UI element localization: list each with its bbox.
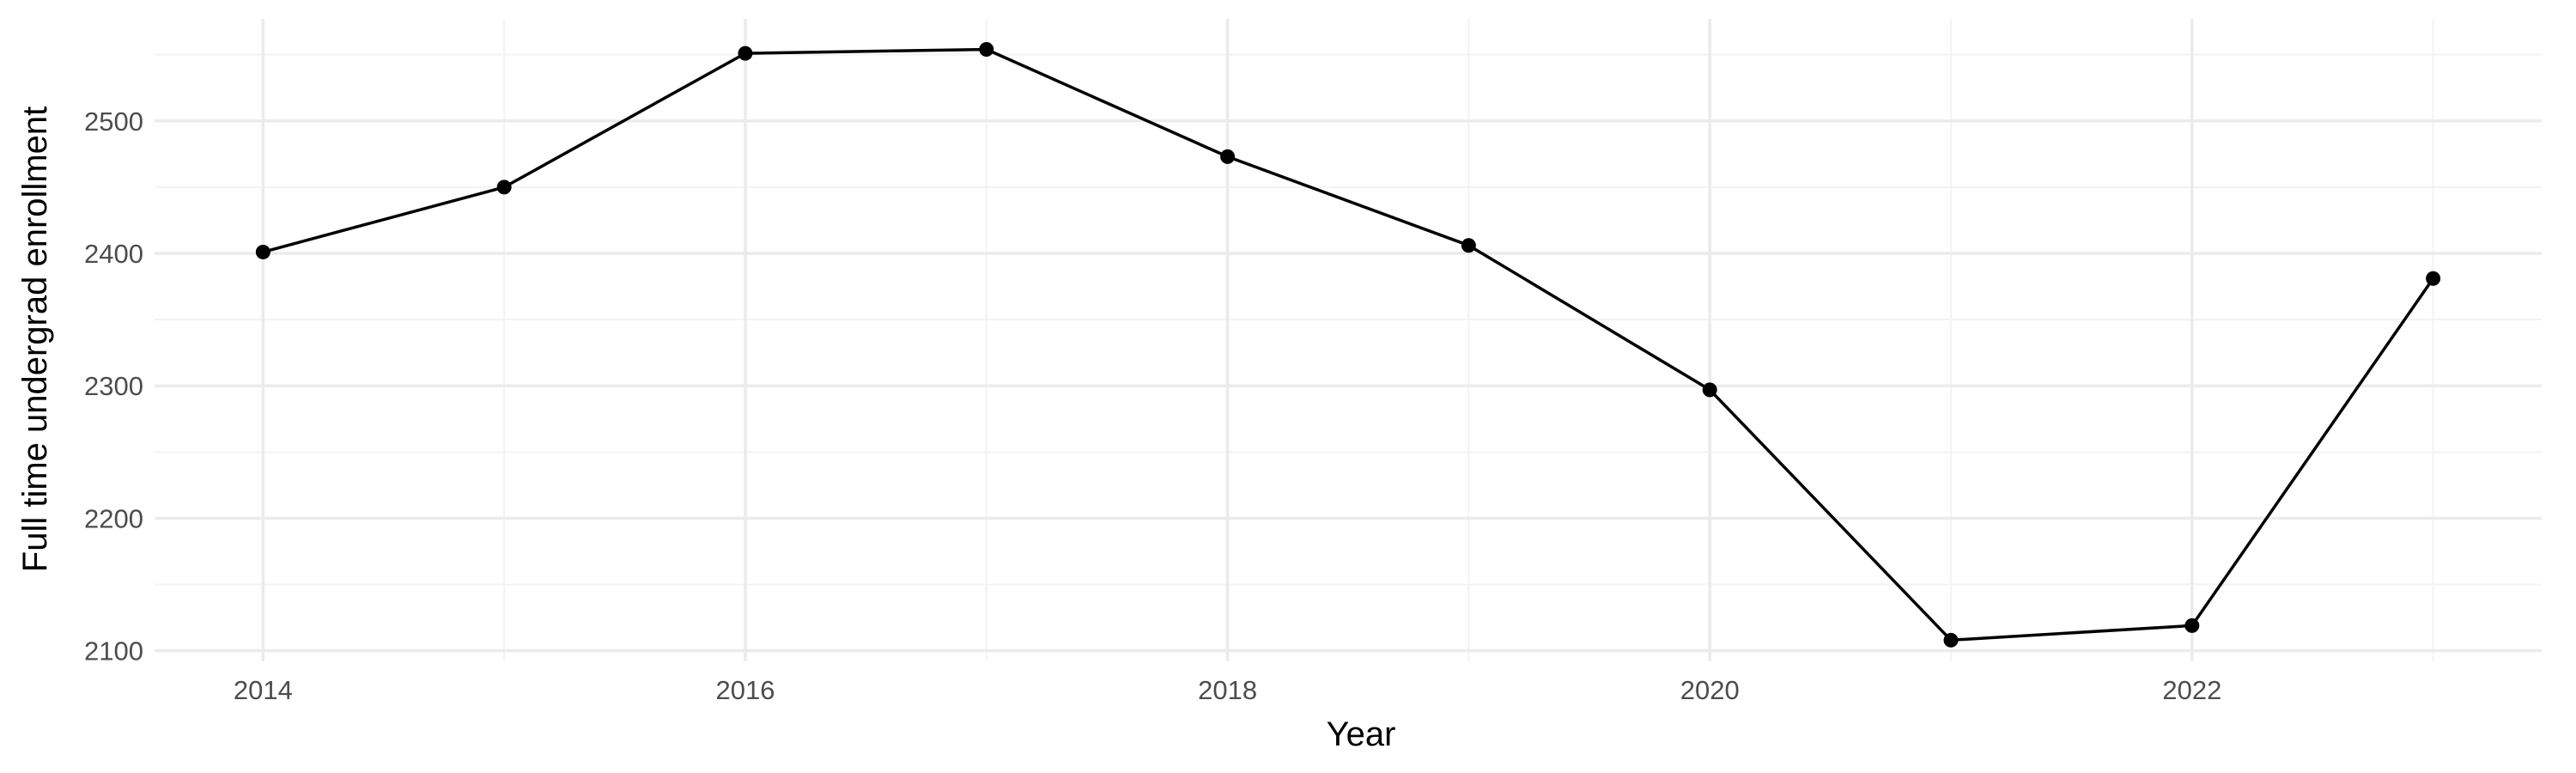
data-point: [2426, 271, 2441, 286]
x-tick-label: 2020: [1680, 675, 1740, 705]
x-tick-label: 2016: [715, 675, 775, 705]
y-tick-label: 2500: [84, 107, 143, 137]
x-tick-label: 2014: [234, 675, 293, 705]
y-tick-label: 2200: [84, 503, 143, 533]
series-line: [262, 47, 2435, 642]
data-point: [1220, 149, 1236, 164]
y-tick-label: 2100: [84, 636, 143, 666]
data-point: [1702, 382, 1717, 398]
series-layer: [262, 47, 2435, 642]
y-axis: 2100 2200 2300 2400 2500: [84, 107, 143, 666]
x-axis-title: Year: [1327, 715, 1396, 753]
data-point: [1943, 632, 1959, 648]
y-axis-title: Full time undergrad enrollment: [16, 107, 54, 572]
x-axis: 2014 2016 2018 2020 2022: [234, 675, 2221, 705]
grid: [155, 19, 2542, 661]
data-point: [255, 244, 270, 259]
y-tick-label: 2300: [84, 371, 143, 401]
data-point: [979, 41, 994, 57]
y-tick-label: 2400: [84, 239, 143, 269]
data-point: [2184, 618, 2200, 633]
points-layer: [255, 41, 2441, 648]
data-point: [1461, 238, 1476, 253]
x-tick-label: 2018: [1198, 675, 1257, 705]
data-point: [738, 46, 753, 61]
x-tick-label: 2022: [2162, 675, 2221, 705]
data-point: [496, 180, 512, 195]
